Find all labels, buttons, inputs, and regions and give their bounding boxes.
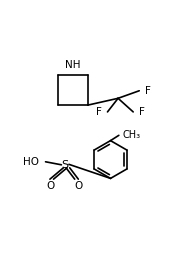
Text: CH₃: CH₃ xyxy=(123,130,141,140)
Text: F: F xyxy=(145,86,151,96)
Text: O: O xyxy=(47,181,55,192)
Text: F: F xyxy=(139,107,145,117)
Text: F: F xyxy=(96,107,102,117)
Text: O: O xyxy=(74,181,82,192)
Text: HO: HO xyxy=(23,157,39,167)
Text: S: S xyxy=(62,160,69,170)
Text: NH: NH xyxy=(65,59,81,70)
